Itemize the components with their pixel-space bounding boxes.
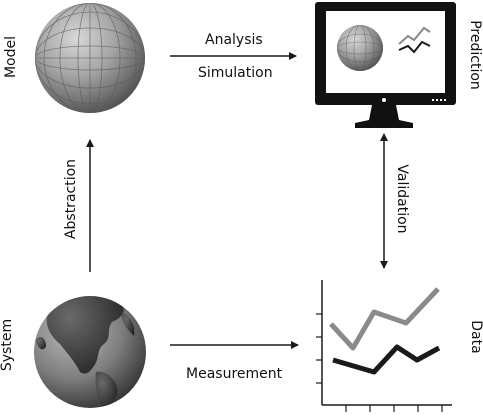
- abstraction-label: Abstraction: [63, 158, 79, 240]
- grey-series-line: [329, 287, 440, 351]
- simulation-label: Simulation: [198, 65, 273, 81]
- analysis-label: Analysis: [205, 32, 263, 48]
- model-label: Model: [3, 35, 19, 79]
- prediction-label: Prediction: [467, 20, 483, 90]
- validation-label: Validation: [394, 164, 410, 234]
- data-label: Data: [468, 320, 483, 354]
- model-sphere: [35, 3, 145, 113]
- dark-series-line: [332, 344, 441, 375]
- system-label: System: [0, 318, 15, 372]
- data-chart: [316, 280, 452, 412]
- measurement-label: Measurement: [186, 366, 283, 382]
- monitor-icon: [315, 2, 456, 128]
- globe-icon: [34, 296, 146, 408]
